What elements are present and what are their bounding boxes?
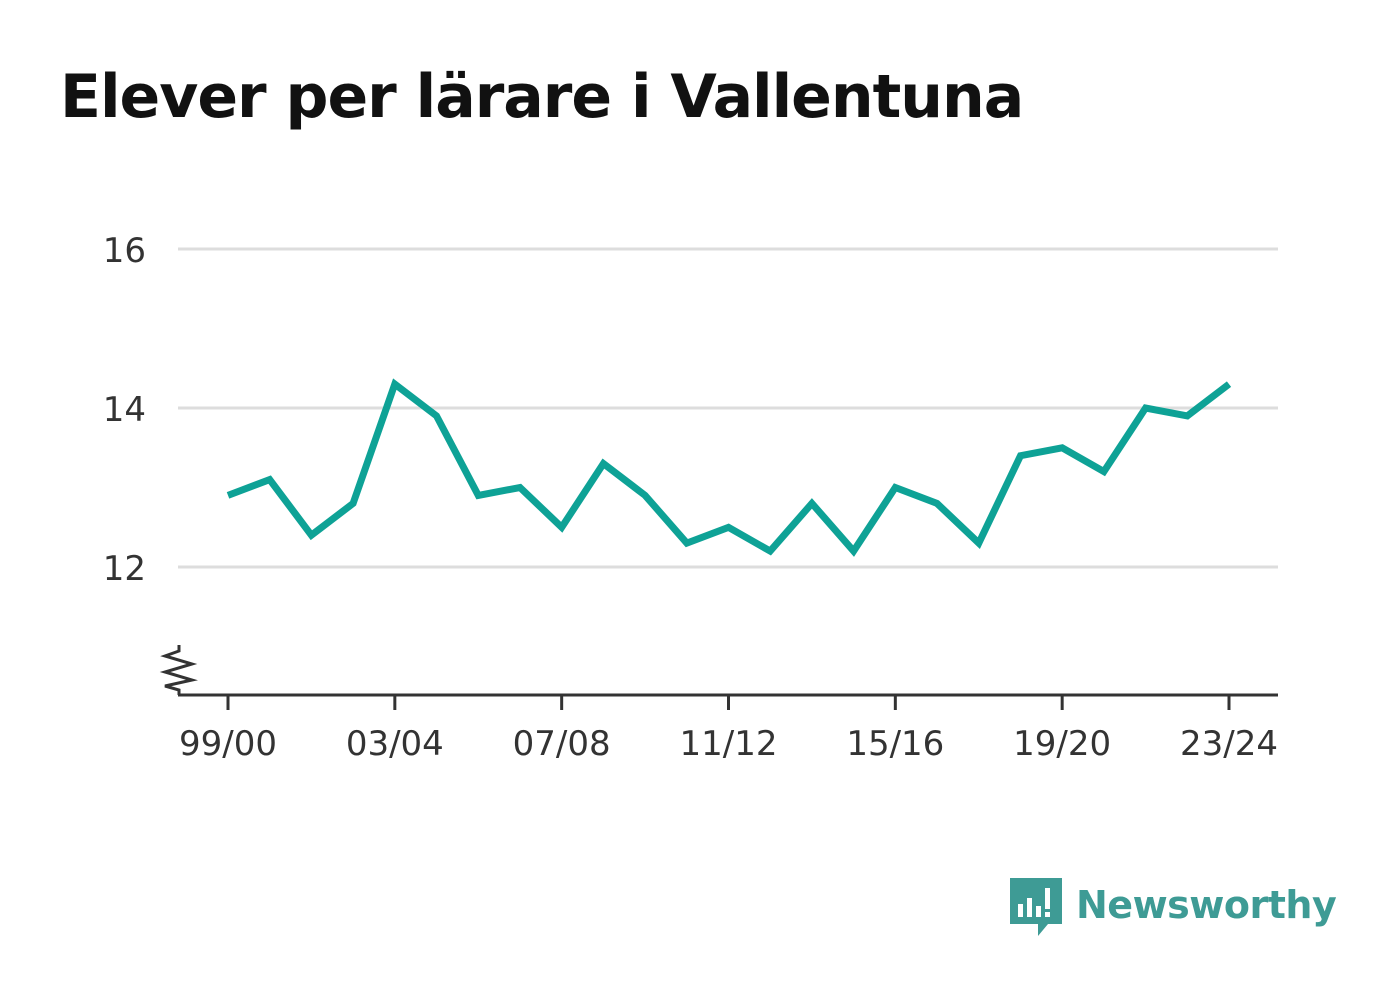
y-tick-label-12: 12 — [103, 549, 146, 589]
x-tick-label-99-00: 99/00 — [179, 724, 277, 764]
data-point-15-16 — [892, 484, 899, 491]
data-point-99-00 — [225, 492, 232, 499]
data-point-01-02 — [308, 532, 315, 539]
data-point-17-18 — [975, 540, 982, 547]
data-point-16-17 — [934, 500, 941, 507]
data-point-23-24 — [1226, 381, 1233, 388]
data-point-09-10 — [642, 492, 649, 499]
y-tick-label-16: 16 — [103, 231, 146, 271]
data-point-11-12 — [725, 524, 732, 531]
x-tick-label-19-20: 19/20 — [1013, 724, 1111, 764]
series-line-0 — [226, 378, 1232, 557]
data-point-22-23 — [1184, 412, 1191, 419]
brand-name: Newsworthy — [1076, 883, 1337, 927]
data-point-04-05 — [433, 412, 440, 419]
data-point-07-08 — [558, 524, 565, 531]
data-point-19-20 — [1059, 444, 1066, 451]
y-tick-label-14: 14 — [103, 390, 146, 430]
x-tick-label-11-12: 11/12 — [680, 724, 778, 764]
data-point-14-15 — [850, 548, 857, 555]
x-tick-label-03-04: 03/04 — [346, 724, 444, 764]
x-tick-label-07-08: 07/08 — [513, 724, 611, 764]
data-point-06-07 — [516, 484, 523, 491]
data-point-21-22 — [1142, 405, 1149, 412]
data-point-03-04 — [391, 381, 398, 388]
axis-break-icon — [159, 645, 198, 695]
data-point-18-19 — [1017, 452, 1024, 459]
data-point-10-11 — [683, 540, 690, 547]
data-point-02-03 — [350, 500, 357, 507]
data-point-12-13 — [767, 548, 774, 555]
newsworthy-brand: Newsworthy — [1010, 878, 1337, 940]
data-point-00-01 — [266, 476, 273, 483]
data-point-20-21 — [1100, 468, 1107, 475]
x-tick-label-23-24: 23/24 — [1180, 724, 1278, 764]
data-point-13-14 — [808, 500, 815, 507]
chart-title: Elever per lärare i Vallentuna — [60, 62, 1024, 132]
data-point-08-09 — [600, 460, 607, 467]
data-point-05-06 — [475, 492, 482, 499]
x-tick-label-15-16: 15/16 — [846, 724, 944, 764]
newsworthy-logo-icon — [1010, 878, 1062, 936]
